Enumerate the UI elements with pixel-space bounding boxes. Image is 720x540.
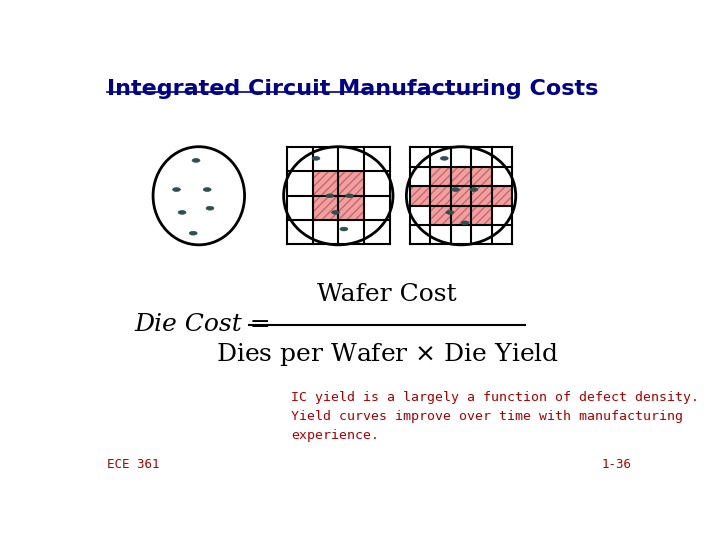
Text: Integrated Circuit Manufacturing Costs: Integrated Circuit Manufacturing Costs bbox=[107, 79, 598, 99]
Bar bbox=[451, 206, 472, 225]
Bar bbox=[431, 206, 451, 225]
Bar bbox=[410, 186, 431, 206]
Ellipse shape bbox=[346, 194, 354, 198]
Bar bbox=[431, 206, 451, 225]
Bar bbox=[312, 172, 338, 196]
Bar bbox=[472, 186, 492, 206]
Ellipse shape bbox=[192, 159, 200, 163]
Bar bbox=[431, 166, 451, 186]
Bar bbox=[338, 172, 364, 196]
Text: 1-36: 1-36 bbox=[601, 458, 631, 471]
Ellipse shape bbox=[446, 211, 454, 214]
Bar bbox=[451, 166, 472, 186]
Bar bbox=[451, 186, 472, 206]
Ellipse shape bbox=[312, 157, 320, 160]
Ellipse shape bbox=[206, 206, 214, 210]
Bar bbox=[312, 196, 338, 220]
Bar bbox=[472, 206, 492, 225]
Text: ECE 361: ECE 361 bbox=[107, 458, 159, 471]
Bar bbox=[431, 186, 451, 206]
Bar bbox=[287, 147, 390, 245]
Bar bbox=[312, 172, 338, 196]
Bar bbox=[431, 166, 451, 186]
Ellipse shape bbox=[203, 188, 211, 191]
Ellipse shape bbox=[332, 211, 339, 214]
Ellipse shape bbox=[189, 231, 197, 235]
Ellipse shape bbox=[326, 194, 334, 198]
Bar bbox=[472, 166, 492, 186]
Bar bbox=[451, 206, 472, 225]
Bar bbox=[312, 196, 338, 220]
Ellipse shape bbox=[153, 147, 245, 245]
Text: IC yield is a largely a function of defect density.
Yield curves improve over ti: IC yield is a largely a function of defe… bbox=[291, 391, 699, 442]
Bar bbox=[472, 166, 492, 186]
Text: Dies per Wafer $\times$ Die Yield: Dies per Wafer $\times$ Die Yield bbox=[215, 341, 559, 368]
Ellipse shape bbox=[470, 188, 478, 191]
Bar bbox=[472, 206, 492, 225]
Ellipse shape bbox=[441, 157, 449, 160]
Ellipse shape bbox=[178, 211, 186, 214]
Bar bbox=[451, 186, 472, 206]
Bar bbox=[492, 186, 513, 206]
Ellipse shape bbox=[340, 227, 348, 231]
Text: Die Cost =: Die Cost = bbox=[135, 313, 279, 336]
Ellipse shape bbox=[451, 188, 459, 191]
Bar bbox=[338, 196, 364, 220]
Bar bbox=[451, 166, 472, 186]
Bar bbox=[492, 186, 513, 206]
Bar bbox=[338, 196, 364, 220]
Text: Wafer Cost: Wafer Cost bbox=[318, 284, 457, 306]
Bar bbox=[431, 186, 451, 206]
Ellipse shape bbox=[173, 188, 181, 191]
Bar bbox=[472, 186, 492, 206]
Bar bbox=[338, 172, 364, 196]
Bar bbox=[410, 147, 513, 245]
Ellipse shape bbox=[461, 221, 469, 225]
Bar bbox=[410, 186, 431, 206]
